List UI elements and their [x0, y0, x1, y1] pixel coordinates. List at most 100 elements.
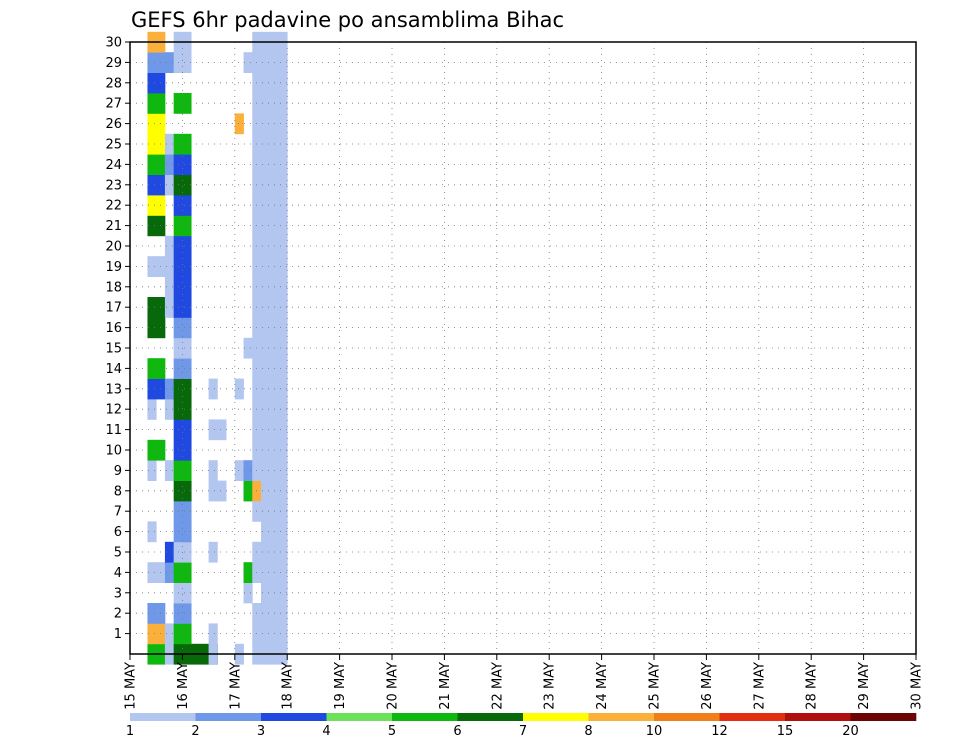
- y-tick-label: 18: [105, 280, 122, 295]
- y-axis: 1234567891011121314151617181920212223242…: [105, 36, 130, 642]
- y-tick-label: 25: [105, 138, 122, 153]
- chart-title: GEFS 6hr padavine po ansamblima Bihac: [131, 8, 564, 32]
- x-tick-label: 21 MAY: [438, 662, 453, 710]
- heatmap-cell: [261, 174, 271, 196]
- y-tick-label: 29: [105, 56, 122, 71]
- x-tick-label: 16 MAY: [176, 662, 191, 710]
- y-tick-label: 7: [114, 505, 122, 520]
- heatmap-cell: [173, 399, 192, 420]
- heatmap-cell: [208, 541, 218, 563]
- heatmap-cell: [261, 133, 271, 155]
- heatmap-cell: [208, 460, 218, 481]
- heatmap-cell: [261, 72, 271, 94]
- heatmap-cell: [147, 215, 166, 237]
- y-tick-label: 30: [105, 36, 122, 51]
- y-tick-label: 17: [105, 301, 122, 316]
- heatmap-cell: [278, 603, 288, 624]
- heatmap-cell: [147, 72, 166, 94]
- heatmap-cell: [147, 195, 166, 216]
- heatmap-cell: [147, 297, 166, 318]
- heatmap-cell: [173, 501, 192, 522]
- heatmap-cell: [243, 460, 253, 481]
- y-tick-label: 19: [105, 260, 122, 275]
- heatmap-cells: [147, 31, 288, 665]
- heatmap-cell: [147, 154, 166, 175]
- heatmap-cell: [147, 133, 166, 155]
- heatmap-cell: [278, 276, 288, 298]
- heatmap-cell: [261, 399, 271, 420]
- heatmap-cell: [147, 93, 166, 114]
- heatmap-cell: [164, 174, 175, 196]
- colorbar-swatch: [326, 713, 393, 721]
- colorbar-label: 20: [842, 724, 859, 739]
- heatmap-cell: [278, 623, 288, 645]
- heatmap-cell: [261, 276, 271, 298]
- heatmap-cell: [182, 521, 192, 543]
- colorbar-swatch: [392, 713, 458, 721]
- heatmap-cell: [173, 460, 192, 481]
- x-tick-label: 30 MAY: [910, 662, 925, 710]
- heatmap-cell: [261, 501, 271, 522]
- colorbar-swatch: [654, 713, 720, 721]
- colorbar-swatch: [785, 713, 851, 721]
- colorbar-swatch: [195, 713, 262, 721]
- heatmap-cell: [164, 541, 175, 563]
- heatmap-cell: [147, 113, 166, 135]
- heatmap-cell: [173, 93, 192, 114]
- heatmap-cell: [261, 297, 271, 318]
- heatmap-cell: [173, 419, 192, 441]
- heatmap-cell: [234, 113, 244, 135]
- y-tick-label: 10: [105, 444, 122, 459]
- heatmap-cell: [261, 317, 271, 339]
- y-tick-label: 2: [114, 607, 122, 622]
- y-tick-label: 4: [114, 566, 122, 581]
- heatmap-cell: [278, 256, 288, 277]
- heatmap-cell: [147, 52, 166, 73]
- heatmap-cell: [278, 174, 288, 196]
- heatmap-cell: [234, 460, 244, 481]
- y-tick-label: 13: [105, 382, 122, 397]
- heatmap-cell: [147, 439, 166, 461]
- colorbar-label: 8: [584, 724, 592, 739]
- heatmap-cell: [147, 256, 166, 277]
- y-tick-label: 20: [105, 240, 122, 255]
- heatmap-cell: [278, 521, 288, 543]
- x-tick-label: 22 MAY: [490, 662, 505, 710]
- heatmap-cell: [164, 378, 175, 400]
- heatmap-cell: [261, 439, 271, 461]
- x-tick-label: 18 MAY: [281, 662, 296, 710]
- heatmap-cell: [147, 623, 166, 645]
- heatmap-cell: [173, 195, 192, 216]
- heatmap-cell: [278, 317, 288, 339]
- heatmap-cell: [173, 603, 192, 624]
- y-tick-label: 21: [105, 219, 122, 234]
- colorbar-label: 1: [126, 724, 134, 739]
- heatmap-cell: [164, 154, 175, 175]
- y-tick-label: 16: [105, 321, 122, 336]
- heatmap-cell: [278, 399, 288, 420]
- heatmap-cell: [278, 113, 288, 135]
- heatmap-cell: [164, 256, 175, 277]
- heatmap-cell: [173, 276, 192, 298]
- colorbar-label: 5: [388, 724, 396, 739]
- heatmap-cell: [164, 133, 175, 155]
- colorbar-label: 2: [191, 724, 199, 739]
- heatmap-cell: [278, 93, 288, 114]
- heatmap-cell: [243, 52, 253, 73]
- heatmap-cell: [278, 215, 288, 237]
- heatmap-cell: [261, 235, 271, 257]
- x-tick-label: 20 MAY: [386, 662, 401, 710]
- x-tick-label: 19 MAY: [333, 662, 348, 710]
- y-tick-label: 11: [105, 423, 122, 438]
- colorbar-label: 7: [519, 724, 527, 739]
- heatmap-cell: [278, 195, 288, 216]
- heatmap-cell: [278, 235, 288, 257]
- heatmap-cell: [278, 419, 288, 441]
- heatmap-cell: [243, 562, 253, 583]
- heatmap-cell: [261, 419, 271, 441]
- x-tick-label: 29 MAY: [857, 662, 872, 710]
- heatmap-cell: [278, 378, 288, 400]
- heatmap-cell: [278, 133, 288, 155]
- y-tick-label: 15: [105, 342, 122, 357]
